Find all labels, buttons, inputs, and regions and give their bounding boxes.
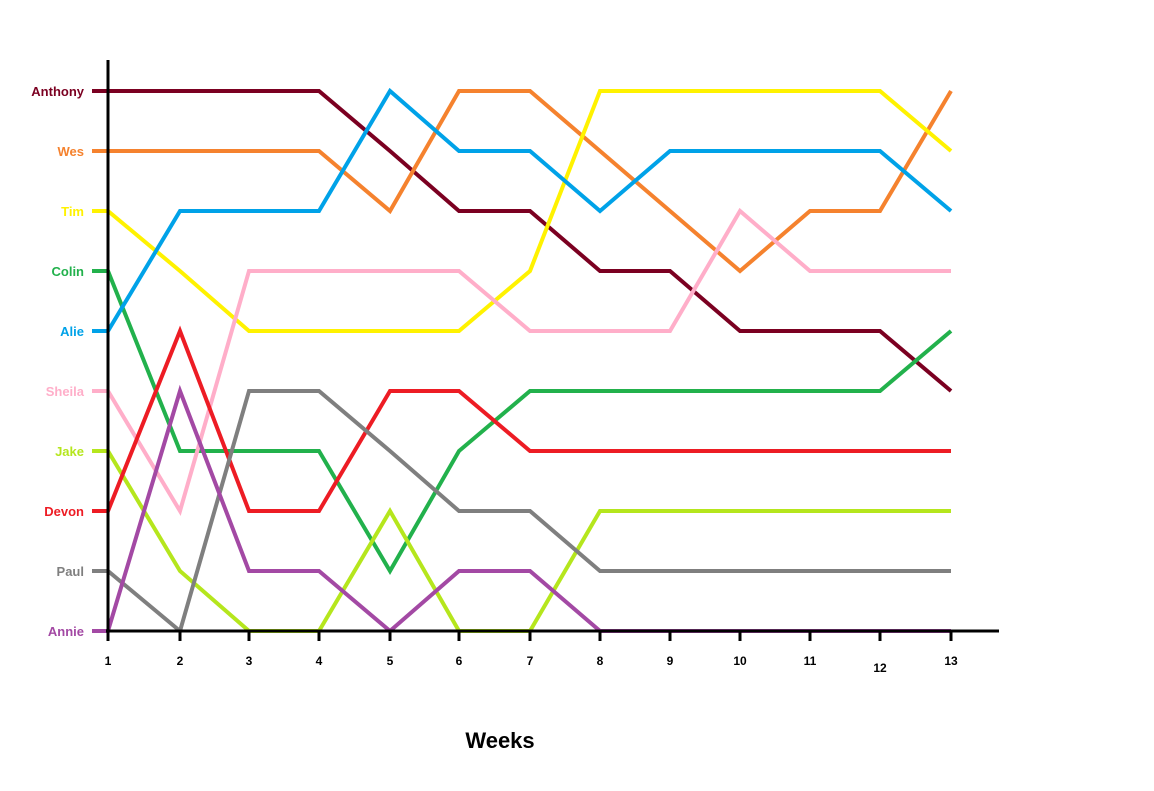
x-tick-label-3: 3 <box>246 654 253 668</box>
x-tick-label-12: 12 <box>873 661 887 675</box>
y-tick-label-jake: Jake <box>55 444 84 459</box>
x-tick-label-8: 8 <box>597 654 604 668</box>
y-tick-label-alie: Alie <box>60 324 84 339</box>
x-axis-title: Weeks <box>465 728 534 753</box>
y-tick-label-devon: Devon <box>44 504 84 519</box>
series-lines <box>92 87 953 635</box>
x-tick-label-5: 5 <box>387 654 394 668</box>
x-tick-labels: 1 2 3 4 5 6 7 8 9 10 11 12 13 <box>105 631 958 675</box>
y-tick-label-anthony: Anthony <box>31 84 84 99</box>
x-tick-label-4: 4 <box>316 654 323 668</box>
x-tick-label-2: 2 <box>177 654 184 668</box>
y-tick-label-sheila: Sheila <box>46 384 85 399</box>
x-tick-label-10: 10 <box>733 654 747 668</box>
series-line-alie <box>92 87 953 333</box>
series-line-colin <box>92 269 953 575</box>
series-line-anthony <box>92 89 953 393</box>
series-line-paul <box>92 389 951 635</box>
x-tick-label-11: 11 <box>804 654 817 668</box>
x-tick-label-13: 13 <box>944 654 958 668</box>
y-tick-label-annie: Annie <box>48 624 84 639</box>
y-tick-labels: Anthony Wes Tim Colin Alie Sheila Jake Devon Pau… <box>31 84 84 639</box>
y-tick-label-colin: Colin <box>52 264 85 279</box>
series-line-devon <box>92 325 951 513</box>
x-tick-label-6: 6 <box>456 654 463 668</box>
series-line-wes <box>92 89 953 274</box>
x-tick-label-9: 9 <box>667 654 674 668</box>
y-tick-label-wes: Wes <box>58 144 85 159</box>
y-tick-label-tim: Tim <box>61 204 84 219</box>
y-tick-label-paul: Paul <box>57 564 84 579</box>
x-tick-label-7: 7 <box>527 654 534 668</box>
x-tick-label-1: 1 <box>105 654 112 668</box>
series-line-jake <box>92 449 951 633</box>
axes <box>106 60 999 633</box>
series-line-sheila <box>92 207 951 516</box>
